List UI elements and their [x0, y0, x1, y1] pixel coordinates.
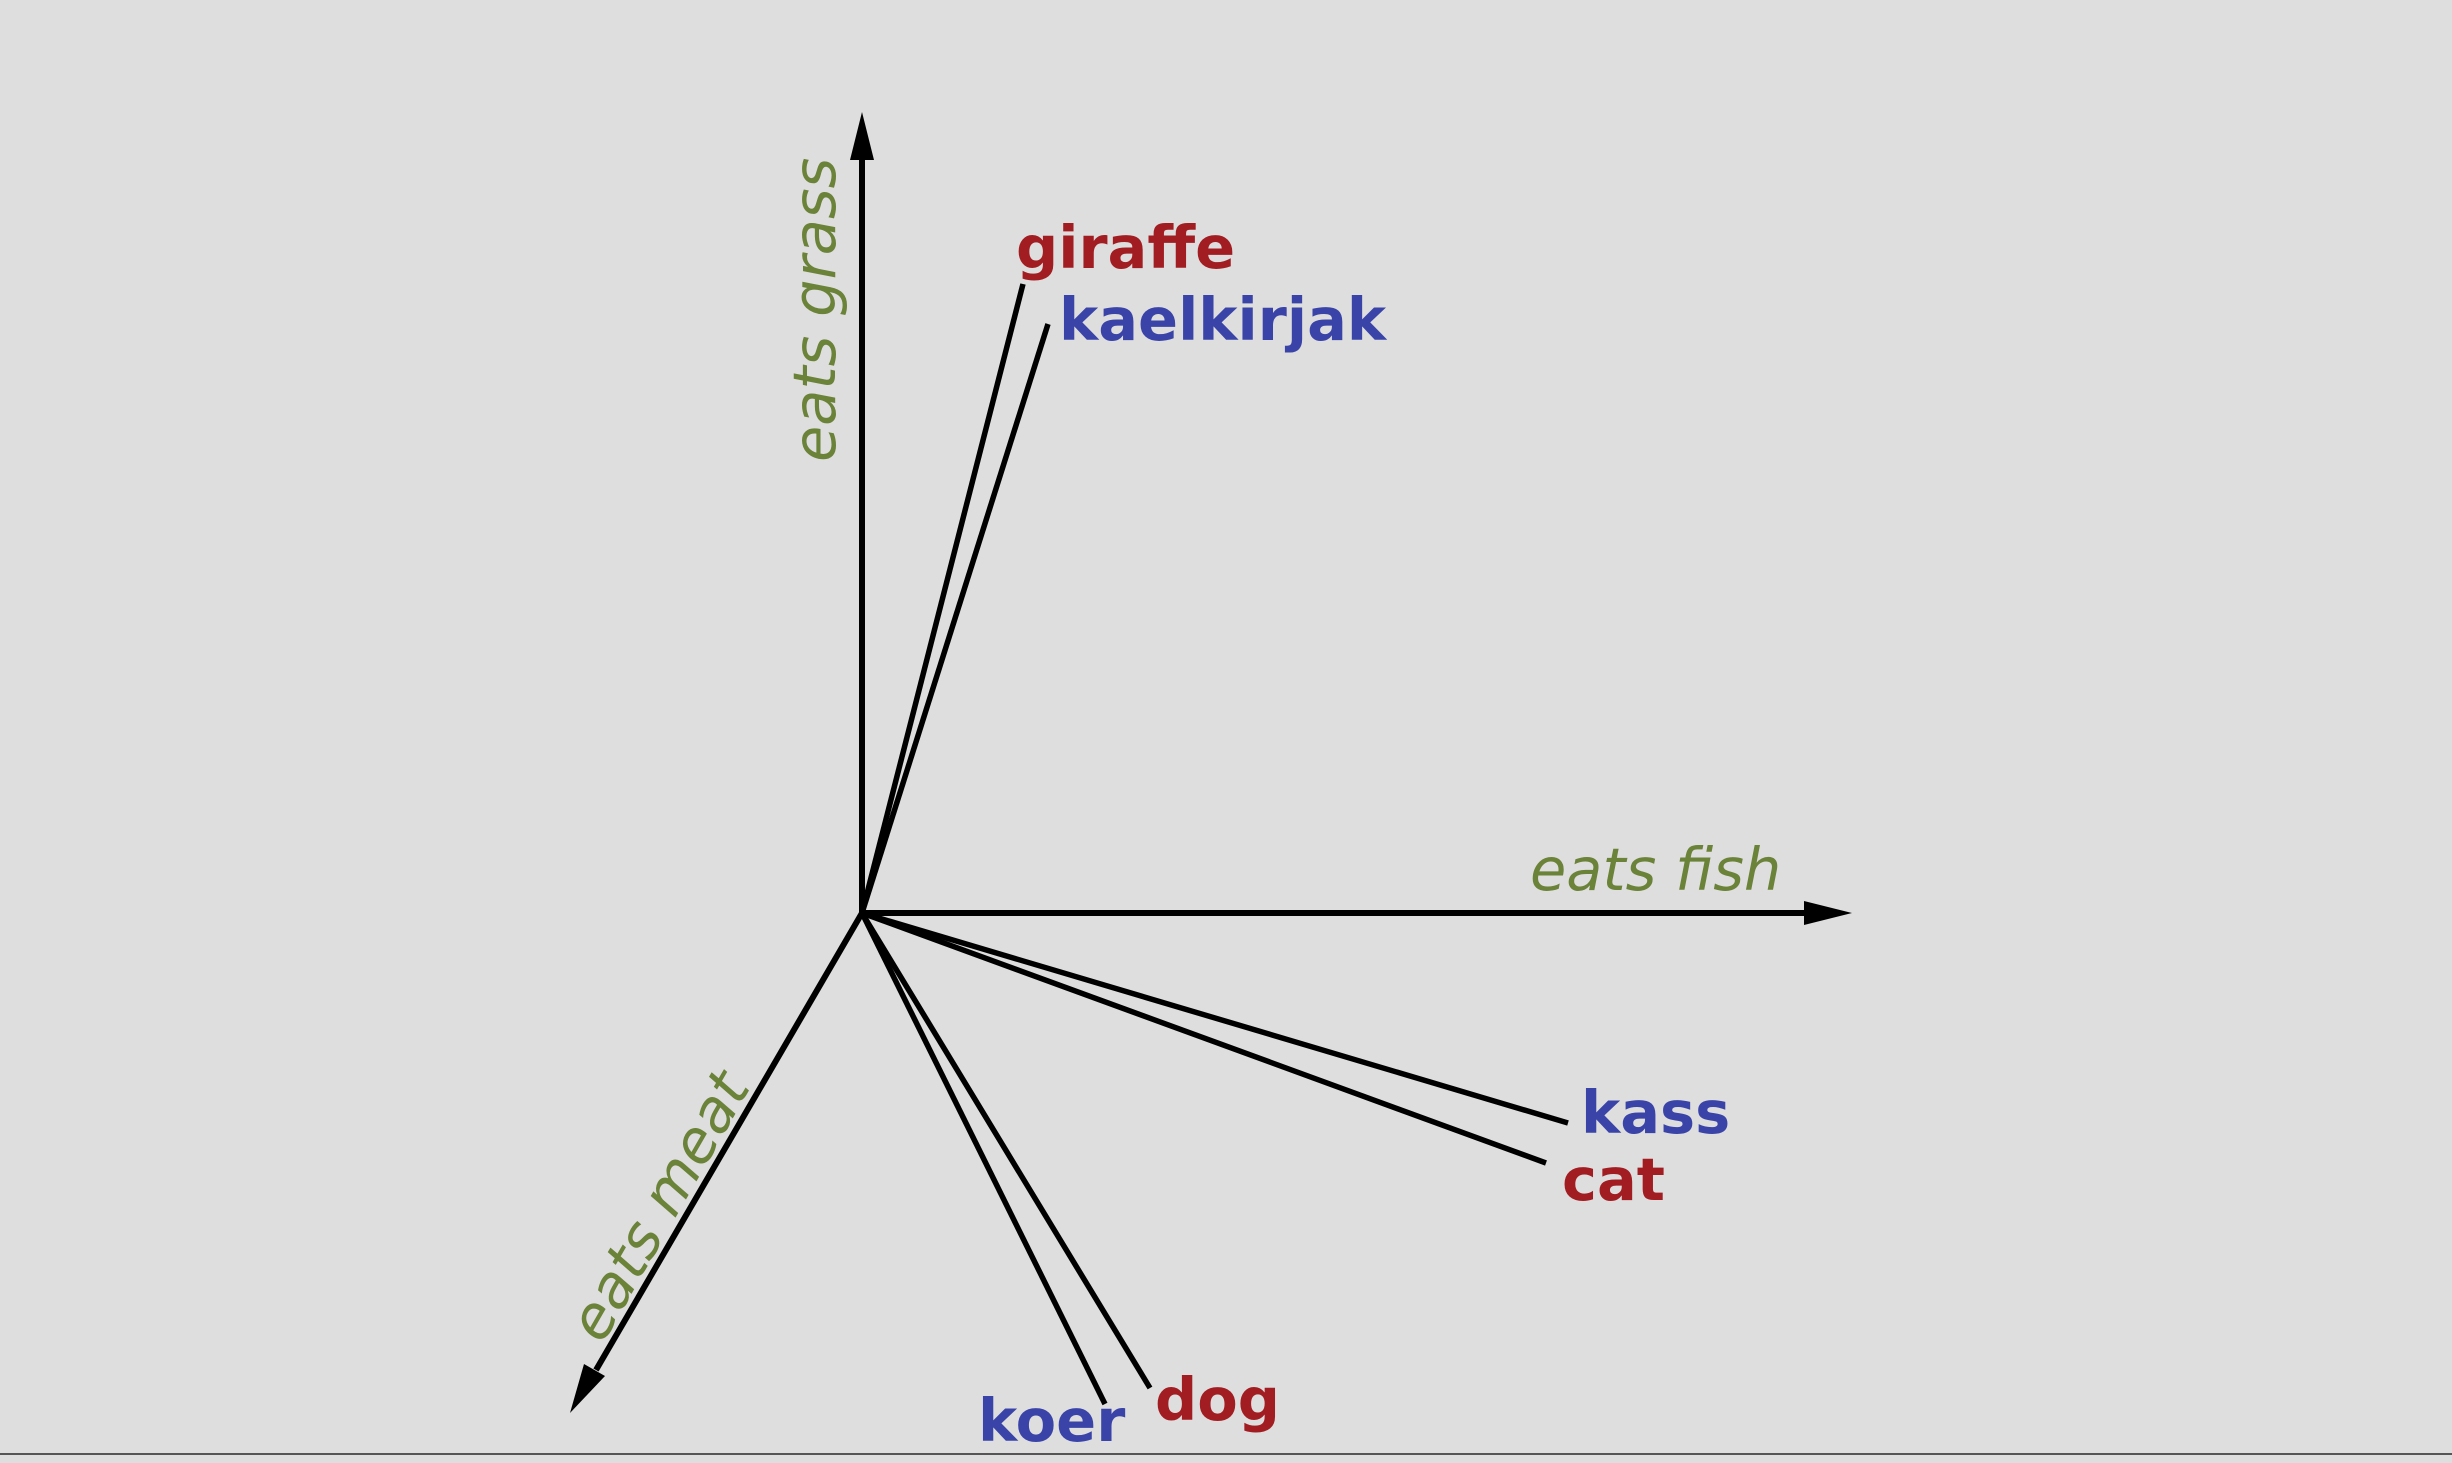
word-vectors-group [859, 283, 1569, 1406]
eats-meat-axis [593, 911, 865, 1372]
word-labels-group: giraffe kaelkirjak kass cat dog koer [978, 213, 1730, 1455]
eats-fish-arrowhead [1804, 901, 1852, 925]
eats-fish-label: eats fish [1530, 835, 1781, 904]
koer-vector [859, 911, 1108, 1406]
eats-grass-arrowhead [850, 112, 874, 160]
eats-meat-arrowhead [570, 1364, 605, 1413]
dog-vector [859, 911, 1153, 1390]
dog-label: dog [1155, 1365, 1280, 1434]
koer-label: koer [978, 1386, 1125, 1455]
kass-label: kass [1581, 1078, 1730, 1147]
kass-vector [861, 910, 1569, 1126]
kaelkirjak-vector [859, 323, 1051, 914]
kaelkirjak-label: kaelkirjak [1059, 285, 1388, 354]
giraffe-label: giraffe [1016, 213, 1235, 282]
cat-label: cat [1562, 1145, 1665, 1214]
eats-meat-label: eats meat [554, 1058, 764, 1352]
axes-group [570, 112, 1852, 1413]
giraffe-vector [859, 283, 1026, 914]
cat-vector [861, 910, 1547, 1166]
eats-grass-label: eats grass [780, 158, 849, 462]
